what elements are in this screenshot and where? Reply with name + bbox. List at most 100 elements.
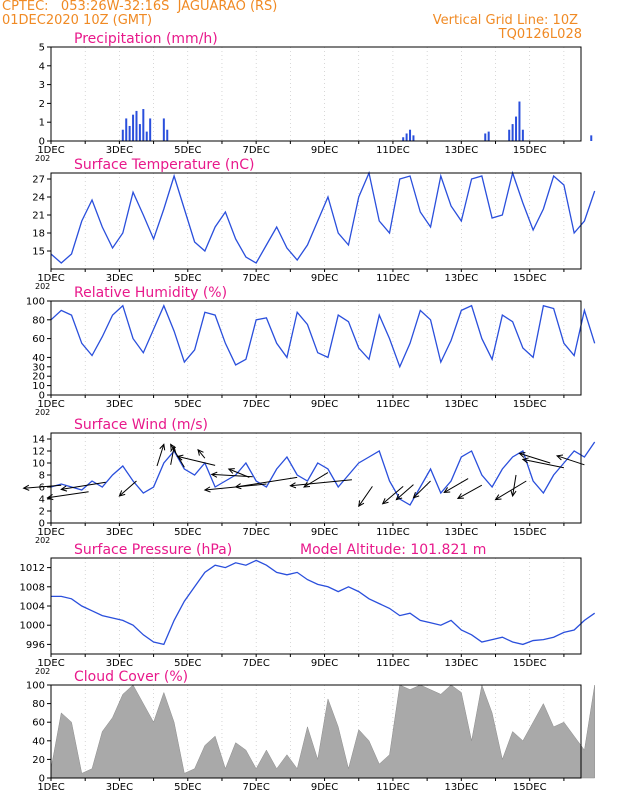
y-tick-label: 100 <box>26 297 45 308</box>
x-tick-label: 7DEC <box>242 399 269 410</box>
panel-title: Relative Humidity (%) <box>74 285 227 301</box>
x-tick-label: 11DEC <box>376 273 410 284</box>
wind-arrow-head <box>22 484 30 491</box>
x-tick-label: 1DEC <box>37 399 64 410</box>
x-tick-label: 9DEC <box>311 527 338 538</box>
panel-3 <box>22 432 596 526</box>
precip-bar <box>128 125 131 141</box>
series-line <box>50 304 596 369</box>
x-tick-label: 9DEC <box>311 399 338 410</box>
wind-arrow-head <box>395 493 403 501</box>
y-tick-label: 1008 <box>20 582 45 593</box>
x-tick-label: 1DEC <box>37 273 64 284</box>
precip-bar <box>484 133 487 141</box>
wind-arrow-head <box>197 448 204 456</box>
precip-bar <box>487 131 490 141</box>
wind-arrow-head <box>510 490 517 498</box>
x-tick-label: 13DEC <box>444 658 478 669</box>
wind-arrow <box>170 444 185 468</box>
x-tick-label: 3DEC <box>106 273 133 284</box>
wind-arrow <box>211 473 253 478</box>
x-tick-label: 9DEC <box>311 273 338 284</box>
precip-bar <box>138 124 141 141</box>
x-tick-label: 11DEC <box>376 145 410 156</box>
y-tick-label: 40 <box>32 353 45 364</box>
x-tick-label: 5DEC <box>174 145 201 156</box>
wind-arrow <box>382 486 404 505</box>
wind-arrow-head <box>521 457 529 464</box>
wind-arrow <box>177 455 216 466</box>
wind-arrow <box>156 444 165 467</box>
model-altitude: Model Altitude: 101.821 m <box>300 542 486 558</box>
wind-arrow-head <box>555 454 564 461</box>
wind-arrow-head <box>358 500 365 508</box>
y-tick-label: 0 <box>39 391 45 402</box>
panel-title: Surface Pressure (hPa) <box>74 542 232 558</box>
precip-bar <box>166 129 169 141</box>
wind-arrow <box>443 478 469 493</box>
panel-frame <box>50 300 582 396</box>
x-tick-label: 7DEC <box>242 658 269 669</box>
x-tick-label: 9DEC <box>311 782 338 793</box>
x-tick-label: 5DEC <box>174 658 201 669</box>
y-tick-label: 0 <box>39 519 45 530</box>
panel-frame <box>50 684 582 779</box>
x-tick-label: 3DEC <box>106 658 133 669</box>
x-tick-label: 3DEC <box>106 399 133 410</box>
wind-arrow-head <box>289 482 297 489</box>
x-tick-label: 11DEC <box>376 658 410 669</box>
panel-2 <box>47 300 596 398</box>
panel-1 <box>47 170 596 272</box>
x-tick-label: 15DEC <box>513 658 547 669</box>
y-tick-label: 0 <box>39 774 45 785</box>
x-tick-label: 11DEC <box>376 399 410 410</box>
x-sublabel: 202 <box>35 154 50 163</box>
wind-arrow <box>495 480 527 501</box>
x-tick-label: 5DEC <box>174 273 201 284</box>
y-tick-label: 20 <box>32 755 45 766</box>
panel-title: Surface Temperature (nC) <box>74 157 255 173</box>
wind-arrow <box>235 476 298 488</box>
x-tick-label: 7DEC <box>242 782 269 793</box>
wind-arrow <box>23 484 62 489</box>
x-tick-label: 5DEC <box>174 399 201 410</box>
panel-frame <box>50 557 582 655</box>
precip-bar <box>590 135 593 141</box>
run-code: TQ0126L028 <box>498 27 582 42</box>
precip-bar <box>402 137 405 141</box>
wind-arrow-head <box>303 481 311 488</box>
y-tick-label: 15 <box>32 247 45 258</box>
wind-arrow-head <box>118 490 126 497</box>
y-tick-label: 30 <box>32 362 45 373</box>
y-tick-label: 12 <box>32 447 45 458</box>
precip-bar <box>511 124 514 141</box>
wind-arrow <box>303 472 329 488</box>
wind-arrow <box>519 452 551 464</box>
x-tick-label: 1DEC <box>37 782 64 793</box>
wind-arrow-head <box>494 494 502 501</box>
wind-arrow-head <box>227 468 235 474</box>
precip-bar <box>412 135 415 141</box>
y-tick-label: 60 <box>32 718 45 729</box>
wind-arrow-head <box>412 491 420 499</box>
panel-title: Surface Wind (m/s) <box>74 417 208 433</box>
y-tick-label: 27 <box>32 175 45 186</box>
y-tick-label: 4 <box>39 495 45 506</box>
wind-arrow-head <box>176 454 184 461</box>
x-tick-label: 15DEC <box>513 145 547 156</box>
x-tick-label: 7DEC <box>242 145 269 156</box>
series-line <box>50 441 596 506</box>
x-tick-label: 5DEC <box>174 782 201 793</box>
x-tick-label: 13DEC <box>444 145 478 156</box>
wind-arrow-head <box>234 483 242 490</box>
wind-arrow <box>61 481 106 490</box>
y-tick-label: 10 <box>32 381 45 392</box>
wind-arrow <box>290 479 352 487</box>
wind-arrow <box>556 455 585 466</box>
cloud-cover-area <box>50 684 595 779</box>
x-tick-label: 5DEC <box>174 527 201 538</box>
y-tick-label: 0 <box>39 137 45 148</box>
wind-arrow-head <box>518 452 526 458</box>
x-sublabel: 202 <box>35 667 50 676</box>
